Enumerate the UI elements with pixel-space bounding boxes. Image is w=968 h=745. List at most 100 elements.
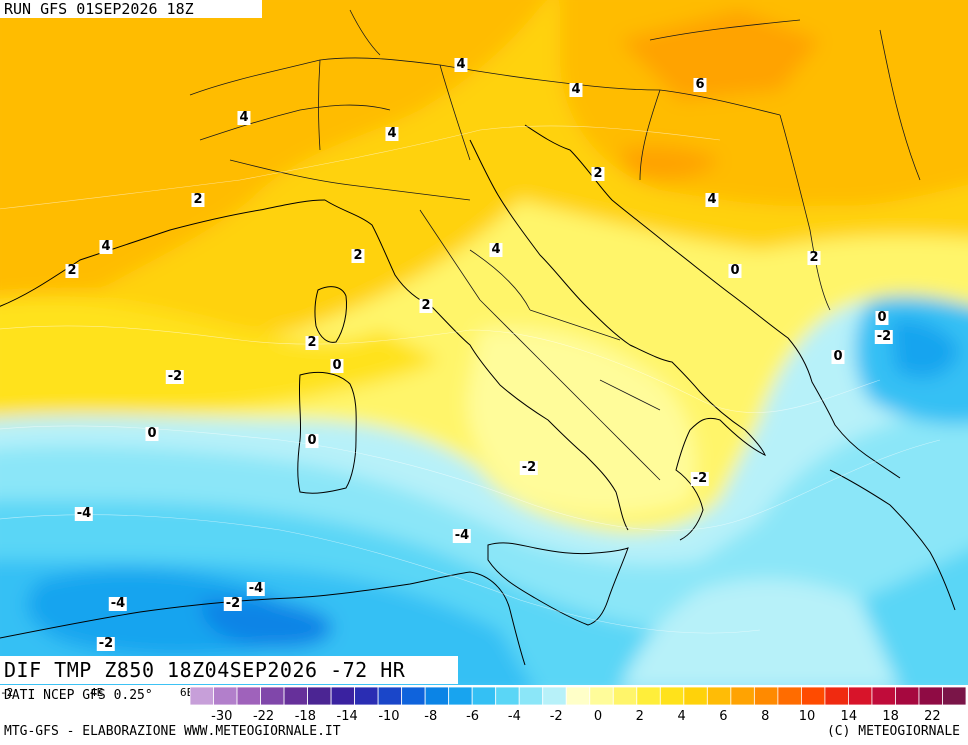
- contour-label: 4: [569, 82, 583, 97]
- colorbar-tick-label: 8: [761, 709, 769, 723]
- anomaly-fill: [0, 0, 968, 685]
- contour-label: 2: [305, 335, 319, 350]
- temperature-anomaly-map: [0, 0, 968, 685]
- colorbar-swatch: [848, 687, 873, 706]
- colorbar-tick-label: 10: [799, 709, 816, 723]
- contour-label: -2: [165, 369, 185, 384]
- contour-label: 2: [65, 263, 79, 278]
- contour-label: -4: [108, 596, 128, 611]
- colorbar-swatch: [283, 687, 308, 706]
- colorbar-tick-label: -30: [211, 709, 232, 723]
- colorbar-tick-label: 14: [841, 709, 858, 723]
- footer-copyright: (C) METEOGIORNALE: [826, 724, 960, 739]
- contour-label: 4: [237, 110, 251, 125]
- colorbar-swatch: [448, 687, 473, 706]
- contour-label: 2: [591, 166, 605, 181]
- colorbar-tick-label: 18: [882, 709, 899, 723]
- colorbar-tick-label: -10: [378, 709, 399, 723]
- isotherm-layer: [0, 125, 941, 634]
- contour-label: -4: [74, 506, 94, 521]
- contour-label: -2: [96, 636, 116, 651]
- contour-label: 4: [489, 242, 503, 257]
- france-coast: [0, 199, 326, 307]
- sardinia-coast: [297, 371, 357, 494]
- colorbar-swatch: [777, 687, 802, 706]
- colorbar-swatch: [471, 687, 497, 706]
- colorbar-tick-label: 4: [677, 709, 685, 723]
- colorbar-swatch: [190, 687, 214, 706]
- colorbar-swatch: [589, 687, 614, 706]
- colorbar-swatch: [659, 687, 685, 706]
- contour-label: -2: [223, 596, 243, 611]
- colorbar-swatch: [565, 687, 591, 706]
- colorbar: -30-22-18-14-10-8-6-4-2024681014182230: [190, 687, 966, 723]
- coastline-layer: [0, 124, 956, 666]
- italy-west-coast: [324, 199, 629, 531]
- colorbar-swatch: [495, 687, 520, 706]
- colorbar-swatch: [753, 687, 779, 706]
- contour-label: -2: [690, 471, 710, 486]
- source-label: DATI NCEP GFS 0.25°: [4, 688, 153, 703]
- contour-label: 0: [330, 358, 344, 373]
- contour-label: 6: [693, 77, 707, 92]
- corsica-coast: [314, 286, 347, 343]
- border-layer: [189, 9, 921, 481]
- colorbar-tick-label: -22: [253, 709, 274, 723]
- colorbar-swatch: [307, 687, 332, 706]
- contour-label: 0: [875, 310, 889, 325]
- africa-coast: [0, 571, 526, 666]
- contour-label: 2: [191, 192, 205, 207]
- colorbar-swatch: [330, 687, 356, 706]
- colorbar-swatch: [424, 687, 450, 706]
- colorbar-swatch: [871, 687, 896, 706]
- colorbar-swatch: [636, 687, 661, 706]
- colorbar-tick-label: -6: [466, 709, 479, 723]
- contour-label: 0: [728, 263, 742, 278]
- colorbar-swatch: [236, 687, 261, 706]
- colorbar-swatch: [260, 687, 285, 706]
- colorbar-swatch: [542, 687, 567, 706]
- colorbar-swatch: [518, 687, 544, 706]
- contour-label: 4: [454, 57, 468, 72]
- colorbar-tick-label: 0: [594, 709, 602, 723]
- axis-stub-4e: 4E: [90, 686, 104, 699]
- contour-label: -4: [246, 581, 266, 596]
- colorbar-tick-label: -8: [424, 709, 437, 723]
- colorbar-swatch: [213, 687, 238, 706]
- colorbar-swatch: [918, 687, 943, 706]
- sicily-coast: [487, 542, 629, 626]
- contour-label: 0: [145, 426, 159, 441]
- colorbar-swatch: [354, 687, 379, 706]
- contour-label: 2: [351, 248, 365, 263]
- colorbar-swatch: [895, 687, 920, 706]
- colorbar-swatch: [401, 687, 426, 706]
- colorbar-swatch: [612, 687, 638, 706]
- colorbar-tick-label: 22: [924, 709, 941, 723]
- colorbar-swatch: [706, 687, 732, 706]
- italy-east-coast: [469, 139, 766, 541]
- colorbar-swatch: [824, 687, 849, 706]
- greece-coast: [829, 469, 956, 611]
- contour-label: 4: [385, 126, 399, 141]
- contour-label: 0: [305, 433, 319, 448]
- axis-stub-left: -2: [0, 686, 14, 699]
- field-label: DIF TMP Z850 18Z04SEP2026 -72 HR: [0, 656, 458, 684]
- contour-label: 2: [807, 250, 821, 265]
- contour-label: -2: [874, 329, 894, 344]
- colorbar-tick-label: 6: [719, 709, 727, 723]
- colorbar-tick-label: -14: [337, 709, 358, 723]
- contour-label: 4: [705, 192, 719, 207]
- colorbar-swatch: [730, 687, 755, 706]
- contour-label: 0: [831, 349, 845, 364]
- colorbar-tick-label: -18: [295, 709, 316, 723]
- colorbar-swatch: [377, 687, 403, 706]
- colorbar-tick-label: -4: [508, 709, 521, 723]
- footer-credit: MTG-GFS - ELABORAZIONE WWW.METEOGIORNALE…: [4, 724, 341, 739]
- contour-label: 2: [419, 298, 433, 313]
- colorbar-swatch: [942, 687, 966, 706]
- colorbar-tick-label: 2: [636, 709, 644, 723]
- contour-label: -4: [452, 528, 472, 543]
- colorbar-swatch: [683, 687, 708, 706]
- run-label: RUN GFS 01SEP2026 18Z: [0, 0, 262, 18]
- contour-label: 4: [99, 239, 113, 254]
